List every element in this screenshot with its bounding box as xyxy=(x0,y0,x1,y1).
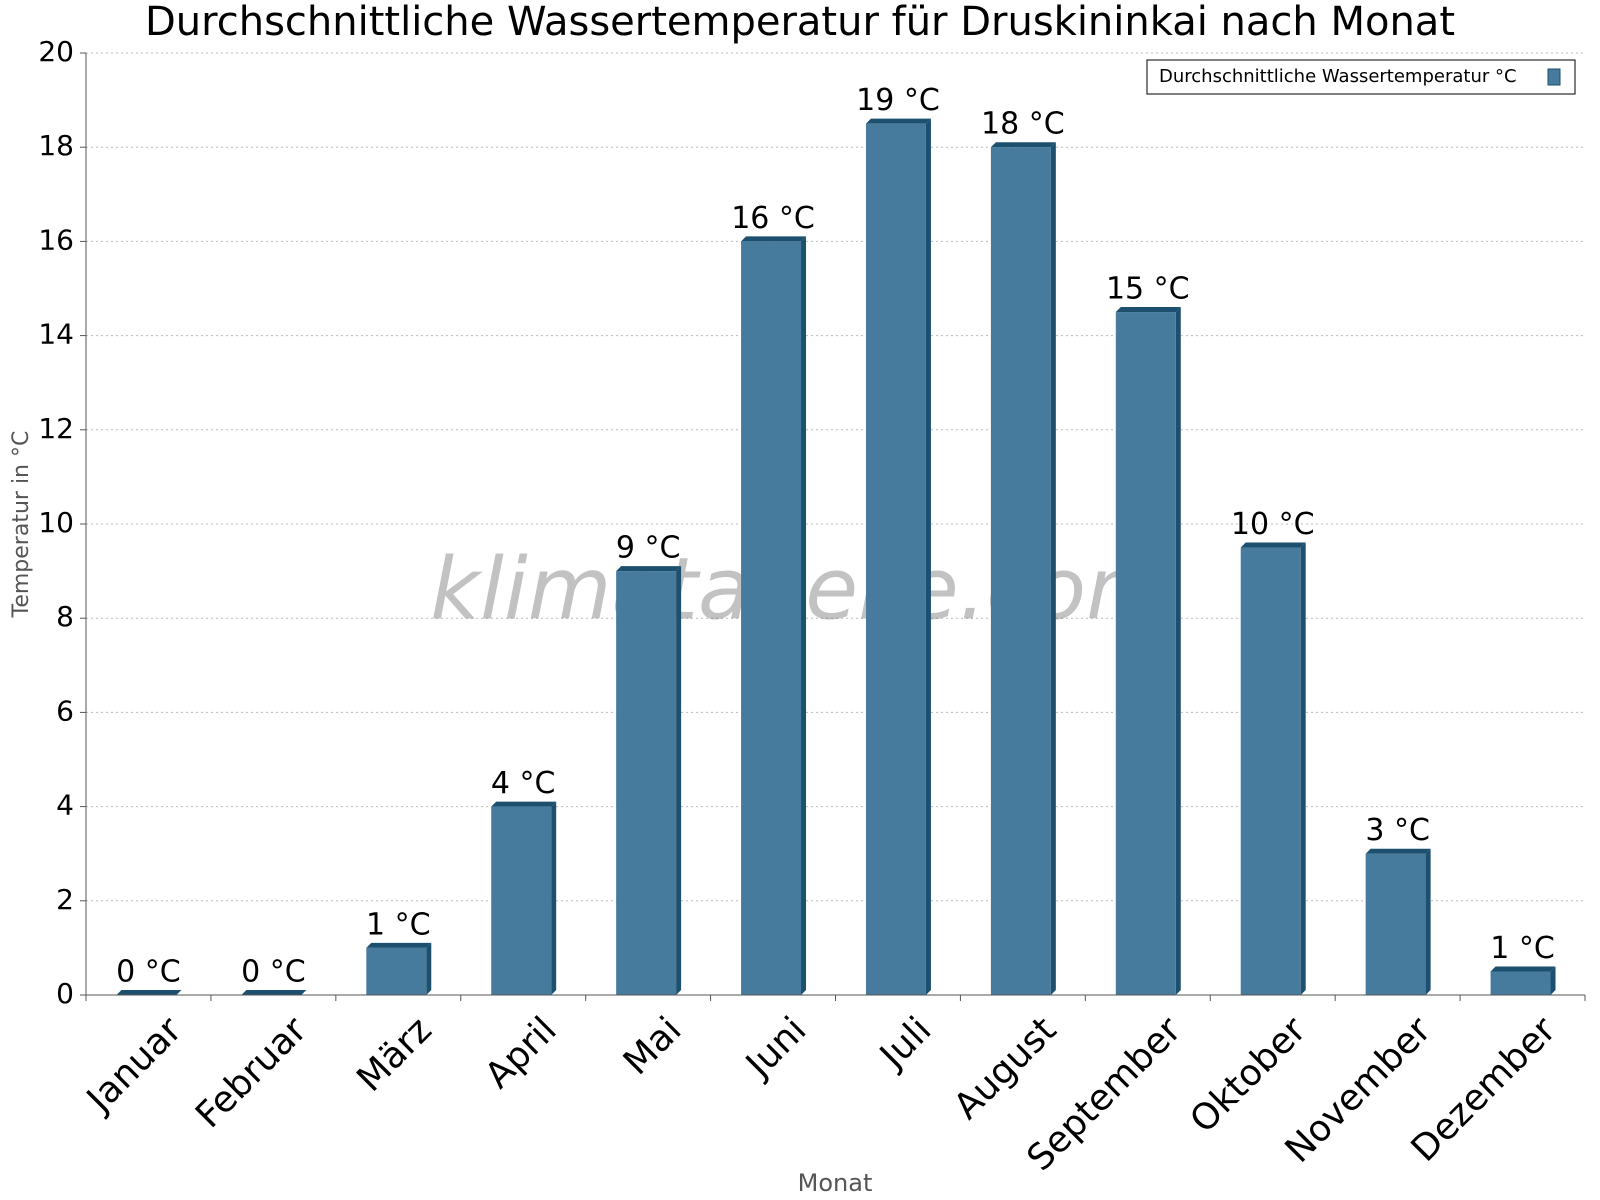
bar-side xyxy=(1425,848,1431,995)
legend-box xyxy=(1146,59,1576,95)
legend-swatch xyxy=(1547,68,1561,86)
y-tick-label: 14 xyxy=(38,318,74,351)
x-axis-label: Monat xyxy=(798,1169,873,1197)
value-label: 16 °C xyxy=(731,201,815,236)
bar-top xyxy=(491,801,557,807)
bar-side xyxy=(551,801,557,995)
bar-top xyxy=(116,990,182,995)
y-tick-label: 6 xyxy=(56,694,74,727)
bar-side xyxy=(1300,542,1306,995)
bar-side xyxy=(1050,142,1056,995)
bar-side xyxy=(801,236,807,995)
bar-top xyxy=(366,942,432,948)
bar-top xyxy=(1115,307,1181,313)
bar-side xyxy=(426,942,432,995)
bar-side xyxy=(676,566,682,995)
bar-side xyxy=(925,118,931,995)
bar xyxy=(1115,312,1176,995)
bar xyxy=(865,123,926,995)
x-tick-label: April xyxy=(477,1009,564,1096)
x-tick-label: Januar xyxy=(78,1009,190,1121)
value-label: 1 °C xyxy=(366,907,431,942)
bar xyxy=(1490,971,1551,995)
bar-top xyxy=(1365,848,1431,854)
bar-top xyxy=(1240,542,1306,548)
x-tick-label: Juli xyxy=(871,1009,939,1077)
value-label: 3 °C xyxy=(1365,813,1430,848)
bar xyxy=(741,241,802,995)
bar-top xyxy=(741,236,807,242)
value-label: 18 °C xyxy=(981,107,1065,142)
x-tick-label: Mai xyxy=(616,1009,690,1083)
value-label: 4 °C xyxy=(491,766,556,801)
chart-title: Durchschnittliche Wassertemperatur für D… xyxy=(145,0,1455,45)
bar-top xyxy=(990,142,1056,148)
x-tick-label: März xyxy=(349,1009,439,1099)
value-label: 15 °C xyxy=(1106,272,1190,307)
value-label: 0 °C xyxy=(241,955,306,990)
x-tick-label: Februar xyxy=(188,1009,315,1136)
value-label: 19 °C xyxy=(856,83,940,118)
y-tick-label: 10 xyxy=(38,506,74,539)
y-tick-label: 18 xyxy=(38,129,74,162)
bar-side xyxy=(1175,307,1181,995)
bar-top xyxy=(241,990,307,995)
y-tick-label: 2 xyxy=(56,883,74,916)
bar-top xyxy=(1490,966,1556,972)
bar-top xyxy=(865,118,931,124)
value-label: 1 °C xyxy=(1490,931,1555,966)
x-tick-label: Oktober xyxy=(1183,1009,1315,1141)
legend-label: Durchschnittliche Wassertemperatur °C xyxy=(1159,66,1517,87)
bar xyxy=(616,571,677,995)
x-tick-label: August xyxy=(946,1009,1064,1127)
bar xyxy=(1365,853,1426,995)
y-tick-label: 16 xyxy=(38,223,74,256)
legend: Durchschnittliche Wassertemperatur °C xyxy=(1146,59,1576,95)
y-axis-label: Temperatur in °C xyxy=(9,431,34,619)
y-tick-label: 8 xyxy=(56,600,74,633)
bar-top xyxy=(616,566,682,572)
value-label: 9 °C xyxy=(616,531,681,566)
y-tick-label: 0 xyxy=(56,977,74,1010)
x-tick-label: Juni xyxy=(737,1009,814,1086)
bar-side xyxy=(1550,966,1556,995)
y-tick-label: 4 xyxy=(56,789,74,822)
bar xyxy=(1240,547,1301,995)
y-tick-label: 20 xyxy=(38,35,74,68)
bar xyxy=(990,147,1051,995)
bar xyxy=(366,947,427,995)
value-label: 0 °C xyxy=(116,955,181,990)
bar xyxy=(491,806,552,995)
value-label: 10 °C xyxy=(1231,507,1315,542)
y-tick-label: 12 xyxy=(38,412,74,445)
